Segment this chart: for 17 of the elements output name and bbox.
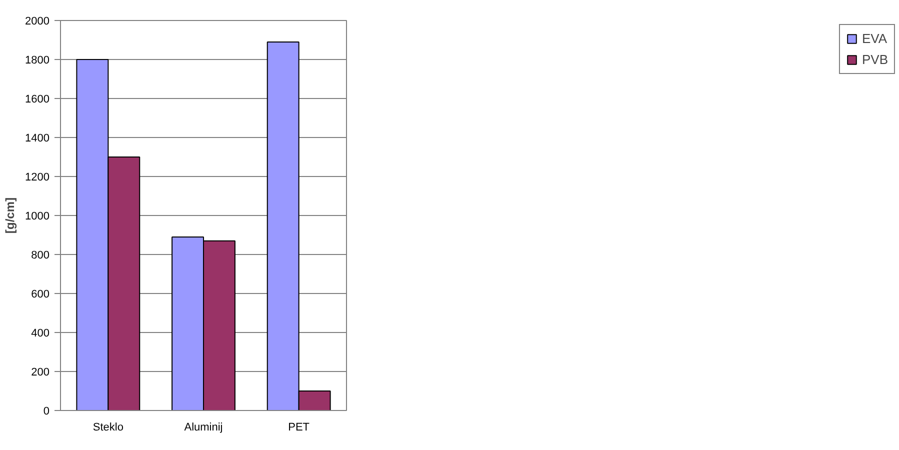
y-tick-label: 1200: [25, 172, 50, 184]
y-tick-label: 400: [31, 328, 50, 340]
y-tick-label: 0: [43, 406, 50, 418]
x-tick-label: Aluminij: [184, 422, 223, 434]
y-tick-label: 1400: [25, 132, 50, 144]
y-axis-title: [g/cm]: [3, 197, 18, 234]
y-tick-label: 2000: [25, 16, 50, 28]
legend-label: EVA: [862, 31, 888, 46]
y-tick-label: 200: [31, 366, 50, 378]
x-tick-label: PET: [288, 422, 310, 434]
x-tick-label: Steklo: [92, 422, 124, 434]
y-tick-label: 600: [31, 288, 50, 300]
y-tick-label: 1600: [25, 94, 50, 106]
y-tick-label: 1800: [25, 54, 50, 66]
y-tick-label: 800: [31, 250, 50, 262]
y-tick-label: 1000: [25, 210, 50, 222]
legend-label: PVB: [862, 52, 888, 67]
